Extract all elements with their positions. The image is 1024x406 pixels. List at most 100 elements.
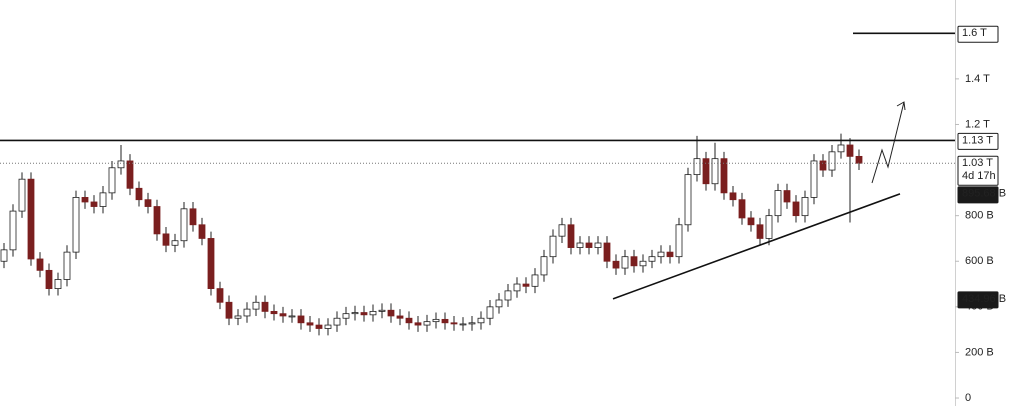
candle-body	[666, 251, 674, 258]
trend-line	[612, 193, 901, 300]
candle-body	[801, 197, 809, 217]
candle-body	[0, 249, 8, 262]
candle-body	[693, 158, 701, 176]
candle-body	[333, 317, 341, 326]
candle-body	[792, 201, 800, 217]
candle-body	[324, 324, 332, 329]
candle-body	[207, 238, 215, 289]
candle-body	[297, 315, 305, 324]
candle-body	[369, 310, 377, 316]
y-tick-label: 1.2 T	[965, 118, 990, 130]
candle-body	[567, 224, 575, 248]
candle-body	[675, 224, 683, 258]
projection-arrow	[871, 101, 906, 184]
candle-body	[153, 206, 161, 235]
level-label: 1.6 T	[962, 27, 987, 39]
candle-body	[180, 208, 188, 242]
trend-box	[957, 291, 999, 309]
candle-body	[783, 190, 791, 203]
candle-body	[216, 288, 224, 303]
candle-body	[135, 187, 143, 201]
candle-body	[657, 251, 665, 258]
candle-body	[684, 174, 692, 226]
candle-body	[648, 256, 656, 262]
candle-body	[414, 322, 422, 326]
candle-body	[198, 224, 206, 239]
candle-body	[468, 322, 476, 325]
candle-body	[81, 197, 89, 203]
candle-body	[270, 310, 278, 315]
trend-box	[957, 186, 999, 204]
candle-body	[144, 199, 152, 207]
candle-body	[36, 258, 44, 271]
candle-body	[846, 144, 854, 157]
candle-body	[9, 210, 17, 251]
candle-body	[450, 322, 458, 325]
candle-body	[747, 217, 755, 226]
candle-body	[225, 301, 233, 319]
candle-body	[495, 299, 503, 308]
trend-label: 895.68 B	[962, 188, 1006, 200]
candle-body	[378, 309, 386, 312]
candle-body	[774, 190, 782, 217]
candle-body	[621, 256, 629, 269]
level-box	[957, 132, 999, 150]
candle-body	[477, 317, 485, 324]
level-box	[957, 25, 999, 43]
candle-body	[729, 192, 737, 201]
candle-body	[72, 197, 80, 253]
candle-body	[351, 312, 359, 315]
candle-body	[540, 256, 548, 276]
candle-body	[441, 318, 449, 324]
candle-body	[63, 251, 71, 280]
candle-body	[558, 224, 566, 237]
candle-body	[576, 242, 584, 248]
candle-body	[702, 158, 710, 185]
candle-body	[594, 242, 602, 248]
candle-body	[531, 274, 539, 287]
candle-body	[234, 315, 242, 319]
current-price-label: 1.03 T	[962, 157, 993, 169]
candle-body	[720, 158, 728, 194]
candle-body	[306, 322, 314, 326]
candle-body	[432, 318, 440, 323]
candle-body	[459, 323, 467, 326]
candle-body	[99, 192, 107, 207]
trend-label: 434.96 B	[962, 293, 1006, 305]
candle-body	[630, 256, 638, 267]
candle-body	[279, 313, 287, 317]
y-tick-label: 0	[965, 392, 971, 404]
y-tick-label: 600 B	[965, 255, 994, 267]
candle-body	[828, 151, 836, 171]
current-price-box	[957, 155, 999, 186]
candle-body	[711, 158, 719, 185]
candle-body	[360, 312, 368, 316]
candle-body	[513, 283, 521, 292]
candle-body	[261, 301, 269, 312]
candle-body	[171, 240, 179, 246]
level-label: 1.13 T	[962, 134, 993, 146]
candle-body	[522, 283, 530, 287]
candle-body	[549, 235, 557, 258]
candle-body	[288, 315, 296, 318]
candle-body	[27, 178, 35, 260]
candle-body	[252, 301, 260, 310]
candle-body	[243, 308, 251, 317]
candle-body	[54, 279, 62, 289]
candle-body	[117, 160, 125, 169]
y-tick-label: 800 B	[965, 210, 994, 222]
candle-body	[855, 155, 863, 164]
candle-body	[819, 160, 827, 171]
candle-body	[342, 313, 350, 319]
candle-body	[162, 233, 170, 246]
candle-body	[837, 144, 845, 153]
candle-body	[126, 160, 134, 189]
candle-body	[639, 260, 647, 267]
candle-body	[315, 324, 323, 329]
candle-body	[423, 321, 431, 326]
y-tick-label: 1.4 T	[965, 73, 990, 85]
candle-body	[405, 317, 413, 324]
candle-body	[387, 309, 395, 317]
candle-body	[765, 215, 773, 239]
